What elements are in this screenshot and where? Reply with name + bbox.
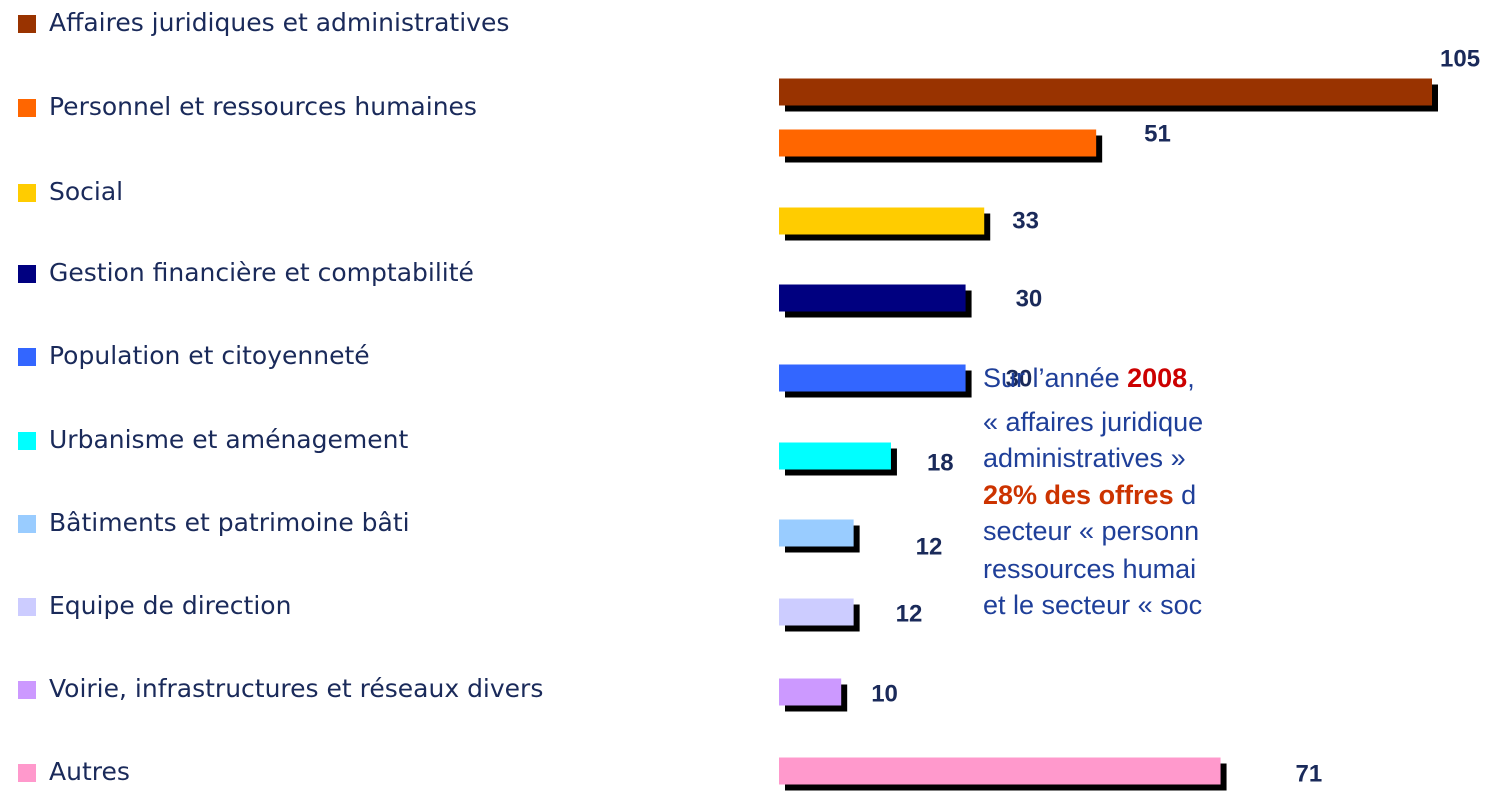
legend-swatch [18,184,36,202]
annotation-text: 28% des offres [983,480,1174,510]
legend-label: Personnel et ressources humaines [49,92,477,121]
annotation-text: ressources humai [983,554,1196,584]
legend-swatch [18,99,36,117]
annotation-line: administratives » [983,443,1186,473]
value-label: 51 [1144,120,1171,147]
annotation-text: administratives » [983,443,1186,473]
legend-label: Urbanisme et aménagement [49,425,408,454]
legend-swatch [18,598,36,616]
legend-swatch [18,681,36,699]
value-label: 10 [871,680,898,707]
annotation-text: « affaires juridique [983,407,1203,437]
value-label: 12 [896,600,923,627]
legend-label: Social [49,177,123,206]
legend-label: Equipe de direction [49,591,291,620]
legend-swatch [18,265,36,283]
value-label: 33 [1012,207,1039,234]
bar [779,284,966,312]
value-label: 30 [1016,285,1043,312]
annotation-line: 28% des offres d [983,480,1196,510]
bar [779,207,985,235]
legend-swatch [18,432,36,450]
annotation-line: ressources humai [983,554,1196,584]
value-label: 71 [1296,760,1323,787]
annotation-line: Sur l’année 2008, [983,363,1195,393]
bar [779,442,891,470]
legend-swatch [18,15,36,33]
annotation-text: 2008 [1127,363,1187,393]
legend-label: Population et citoyenneté [49,341,370,370]
bar [779,364,966,392]
bar [779,757,1221,785]
annotation-line: et le secteur « soc [983,590,1202,620]
annotation-text: secteur « personn [983,516,1199,546]
legend-swatch [18,515,36,533]
bar [779,598,854,626]
value-label: 12 [916,533,943,560]
bar [779,129,1097,157]
legend-label: Autres [49,757,130,786]
legend-label: Voirie, infrastructures et réseaux diver… [49,674,543,703]
value-label: 30 [1006,365,1033,392]
annotation-text: et le secteur « soc [983,590,1202,620]
annotation-text: Sur l’année [983,363,1127,393]
legend-label: Gestion financière et comptabilité [49,258,474,287]
annotation-text: , [1187,363,1195,393]
value-label: 105 [1440,45,1480,72]
value-label: 18 [927,449,954,476]
bar [779,78,1432,106]
annotation-text: d [1174,480,1197,510]
legend-label: Affaires juridiques et administratives [49,8,509,37]
annotation-line: « affaires juridique [983,407,1203,437]
annotation-line: secteur « personn [983,516,1199,546]
bar [779,519,854,547]
legend-label: Bâtiments et patrimoine bâti [49,508,410,537]
legend-swatch [18,764,36,782]
legend-swatch [18,348,36,366]
bar [779,678,842,706]
